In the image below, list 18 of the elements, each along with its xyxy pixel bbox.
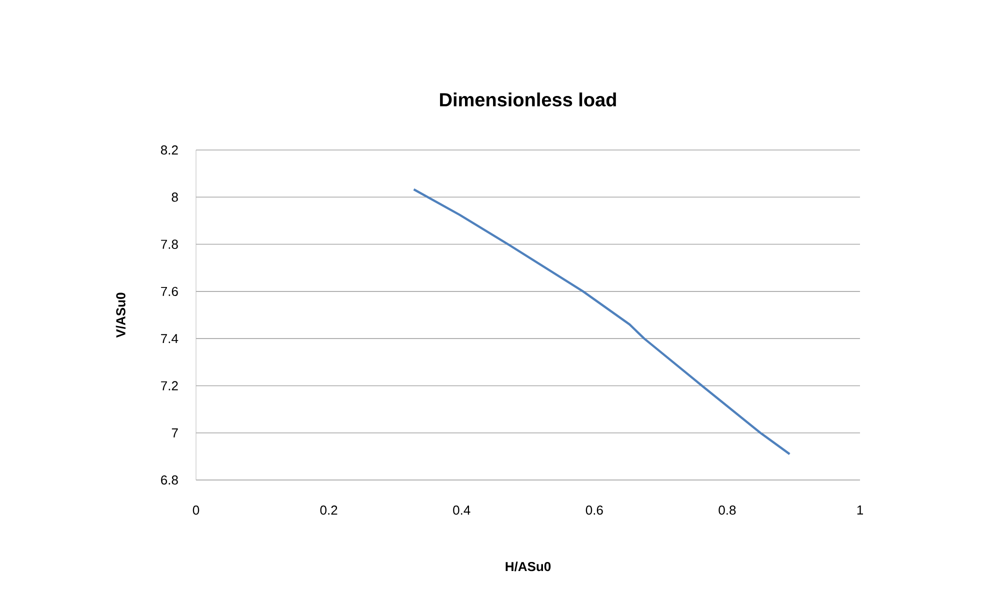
y-tick-label: 7.8	[161, 240, 178, 249]
x-tick-label: 1	[857, 506, 863, 514]
y-axis-title: V/ASu0	[116, 292, 126, 338]
x-tick-label: 0.2	[320, 506, 338, 515]
x-tick-label: 0.6	[586, 506, 603, 515]
y-tick-label: 7.4	[161, 334, 178, 344]
y-tick-label: 8	[172, 192, 178, 202]
x-axis-title: H/ASu0	[506, 562, 551, 572]
line-series	[412, 188, 791, 456]
y-tick-label: 7.2	[161, 381, 178, 390]
y-tick-label: 7	[172, 428, 178, 438]
x-tick-label: 0.8	[718, 506, 736, 515]
y-tick-label: 6.8	[161, 475, 178, 485]
chart-title: Dimensionless load	[440, 92, 616, 106]
y-tick-label: 7.6	[161, 286, 178, 296]
y-tick-label: 8.2	[160, 145, 178, 155]
x-tick-label: 0.4	[453, 506, 470, 515]
x-tick-label: 0	[192, 506, 200, 515]
